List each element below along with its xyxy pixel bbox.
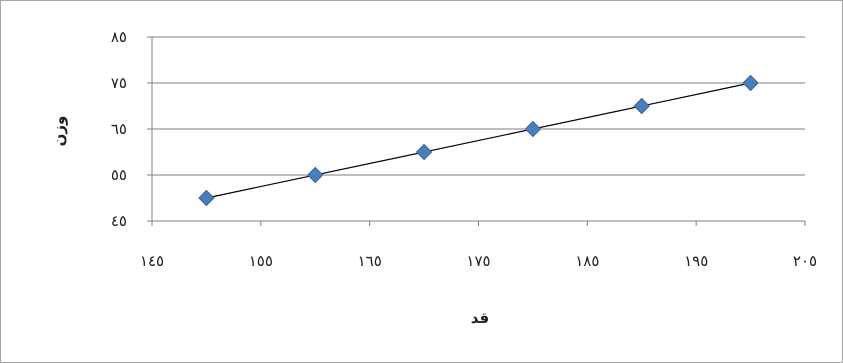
y-axis-title: وزن	[50, 116, 68, 147]
x-tick-label: ١٤٥	[140, 252, 164, 270]
trendline-line	[206, 82, 751, 199]
x-tick-label: ١٥٥	[249, 252, 273, 270]
data-point	[633, 97, 650, 115]
data-points	[198, 74, 759, 207]
data-point	[524, 120, 542, 138]
trendline	[206, 82, 751, 199]
x-tick-label: ١٦٥	[358, 252, 382, 270]
x-tick-label: ١٨٥	[575, 252, 599, 270]
data-point	[415, 143, 433, 161]
data-point	[307, 166, 324, 184]
x-axis-title: قد	[471, 309, 490, 327]
y-tick-label: ٤٥	[111, 212, 127, 230]
x-tick-label: ١٩٥	[684, 252, 708, 270]
gridlines	[152, 36, 805, 222]
data-point	[742, 74, 759, 92]
data-point	[198, 189, 215, 207]
axes	[147, 36, 806, 226]
y-tick-label: ٦٥	[111, 120, 127, 138]
y-tick-label: ٥٥	[111, 166, 127, 184]
y-tick-label: ٨٥	[111, 28, 127, 46]
y-tick-label: ٧٥	[111, 74, 127, 92]
tick-labels: ٤٥ ٥٥ ٦٥ ٧٥ ٨٥ ١٤٥ ١٥٥ ١٦٥ ١٧٥ ١٨٥ ١٩٥ ٢٠٥	[111, 28, 817, 270]
x-tick-label: ٢٠٥	[793, 252, 817, 270]
x-tick-label: ١٧٥	[466, 252, 490, 270]
